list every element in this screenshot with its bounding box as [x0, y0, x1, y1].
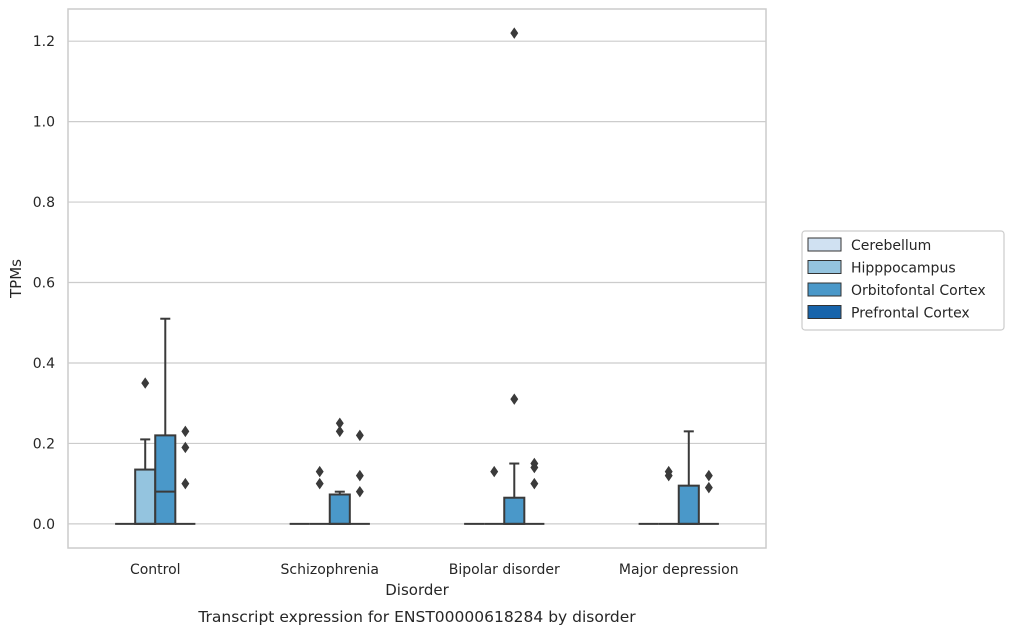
box-iqr	[677, 484, 700, 525]
outlier-point	[181, 425, 190, 438]
y-tick-label: 0.4	[33, 356, 55, 372]
outlier-point	[510, 393, 519, 405]
outlier-point	[530, 477, 539, 490]
legend-label: Orbitofontal Cortex	[851, 283, 986, 299]
box-prefrontal-cortex	[698, 469, 719, 525]
x-axis-label: Disorder	[385, 581, 449, 599]
legend-label: Cerebellum	[851, 238, 931, 254]
chart-caption: Transcript expression for ENST0000061828…	[197, 608, 636, 626]
boxes	[115, 27, 719, 525]
legend-swatch	[807, 260, 842, 274]
legend-swatch	[807, 305, 842, 319]
outlier-point	[181, 441, 190, 454]
outlier-point	[510, 27, 519, 39]
outlier-point	[704, 481, 713, 494]
outlier-point	[355, 485, 364, 498]
outlier-point	[490, 465, 499, 478]
x-tick-label: Major depression	[619, 562, 739, 578]
box-orbitofontal-cortex	[154, 317, 177, 525]
box-hipppocampus	[658, 465, 679, 525]
outlier-point	[530, 457, 539, 470]
box-iqr	[503, 496, 526, 525]
outlier-point	[315, 477, 324, 490]
outlier-point	[355, 429, 364, 442]
y-axis-label: TPMs	[7, 259, 25, 299]
outlier-point	[181, 477, 190, 490]
legend-swatch	[807, 237, 842, 252]
y-tick-label: 0.8	[33, 195, 55, 211]
outlier-point	[335, 417, 344, 430]
outlier-point	[664, 465, 673, 478]
legend-frame	[801, 230, 1005, 331]
y-tick-label: 0.2	[33, 436, 55, 452]
x-tick-label: Control	[130, 562, 181, 578]
outlier-point	[355, 469, 364, 482]
outlier-point	[704, 469, 713, 482]
box-prefrontal-cortex	[349, 429, 370, 525]
box-prefrontal-cortex	[524, 457, 545, 525]
box-iqr	[154, 434, 177, 525]
y-tick-label: 1.2	[33, 34, 55, 50]
box-orbitofontal-cortex	[328, 417, 351, 525]
box-orbitofontal-cortex	[677, 430, 700, 525]
legend-label: Prefrontal Cortex	[851, 306, 970, 322]
y-tick-label: 0.0	[33, 517, 55, 533]
y-axis-ticks: 0.0 0.2 0.4 0.6 0.8 1.0 1.2	[33, 34, 55, 533]
legend-swatch	[807, 282, 842, 297]
plot-area-frame	[67, 8, 767, 549]
outlier-point	[315, 465, 324, 478]
y-tick-label: 1.0	[33, 115, 55, 131]
y-tick-label: 0.6	[33, 276, 55, 292]
x-tick-label: Schizophrenia	[281, 562, 379, 578]
legend-label: Hipppocampus	[851, 261, 956, 277]
box-iqr	[328, 493, 351, 525]
box-hipppocampus	[309, 465, 330, 525]
box-iqr	[134, 468, 157, 525]
box-orbitofontal-cortex	[503, 27, 526, 525]
box-prefrontal-cortex	[175, 425, 196, 525]
outlier-point	[141, 377, 150, 389]
legend: Cerebellum Hipppocampus Orbitofontal Corte…	[801, 230, 1005, 331]
x-tick-label: Bipolar disorder	[449, 562, 560, 578]
box-hipppocampus	[484, 465, 505, 525]
box-hipppocampus	[134, 377, 157, 525]
outlier-point	[335, 425, 344, 438]
x-axis-ticks: Control Schizophrenia Bipolar disorder Majo…	[130, 562, 739, 578]
